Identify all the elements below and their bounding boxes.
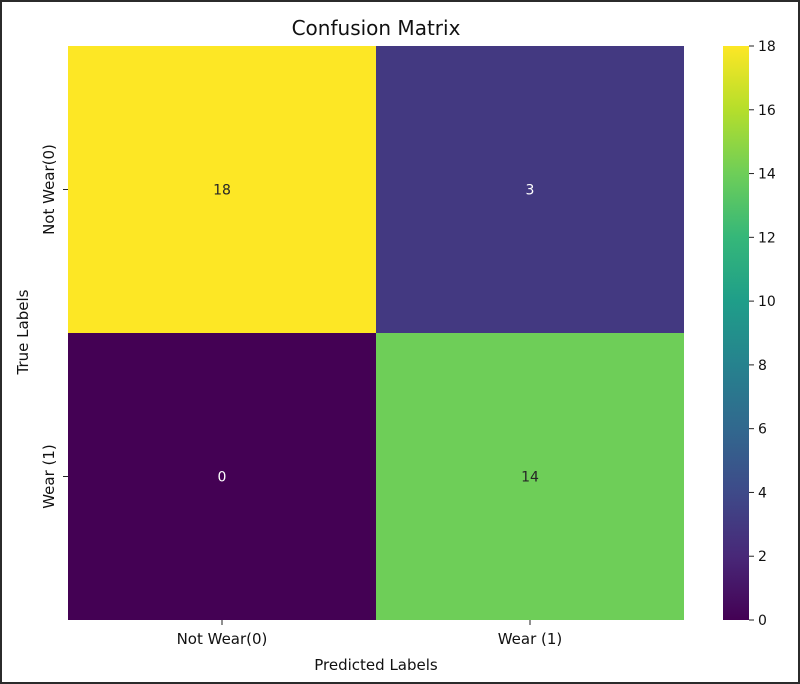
- heatmap-cell-r0-c0: [68, 46, 376, 333]
- heatmap-cell-r1-c1: [376, 333, 684, 620]
- y-tick-label: Not Wear(0): [40, 144, 58, 235]
- heatmap-cell-r0-c1: [376, 46, 684, 333]
- chart-title: Confusion Matrix: [292, 16, 461, 40]
- cell-value-label: 3: [526, 183, 535, 199]
- cell-value-label: 0: [218, 470, 227, 486]
- colorbar-tick-label: 0: [758, 613, 767, 629]
- colorbar-tick-label: 4: [758, 485, 767, 501]
- y-tick-label: Wear (1): [40, 444, 58, 509]
- heatmap-cells: 18 3 0 14: [68, 46, 684, 620]
- cell-value-label: 18: [213, 183, 231, 199]
- colorbar-tick-label: 16: [758, 103, 776, 119]
- colorbar-tick-label: 10: [758, 294, 776, 310]
- colorbar-ticks: 0 2 4 6 8 10 12 14 16 18: [749, 39, 776, 629]
- colorbar-tick-label: 12: [758, 230, 776, 246]
- colorbar-tick-label: 18: [758, 39, 776, 55]
- heatmap-cell-r1-c0: [68, 333, 376, 620]
- cell-value-label: 14: [521, 470, 539, 486]
- colorbar: [723, 46, 749, 620]
- x-tick-label: Not Wear(0): [177, 630, 268, 648]
- colorbar-tick-label: 2: [758, 549, 767, 565]
- x-axis-label: Predicted Labels: [314, 656, 438, 674]
- colorbar-tick-label: 14: [758, 167, 776, 183]
- colorbar-tick-label: 8: [758, 358, 767, 374]
- y-axis-label: True Labels: [14, 289, 32, 375]
- x-tick-label: Wear (1): [498, 630, 563, 648]
- colorbar-tick-label: 6: [758, 422, 767, 438]
- axis-ticks: Not Wear(0) Wear (1) Not Wear(0) Wear (1): [40, 144, 562, 648]
